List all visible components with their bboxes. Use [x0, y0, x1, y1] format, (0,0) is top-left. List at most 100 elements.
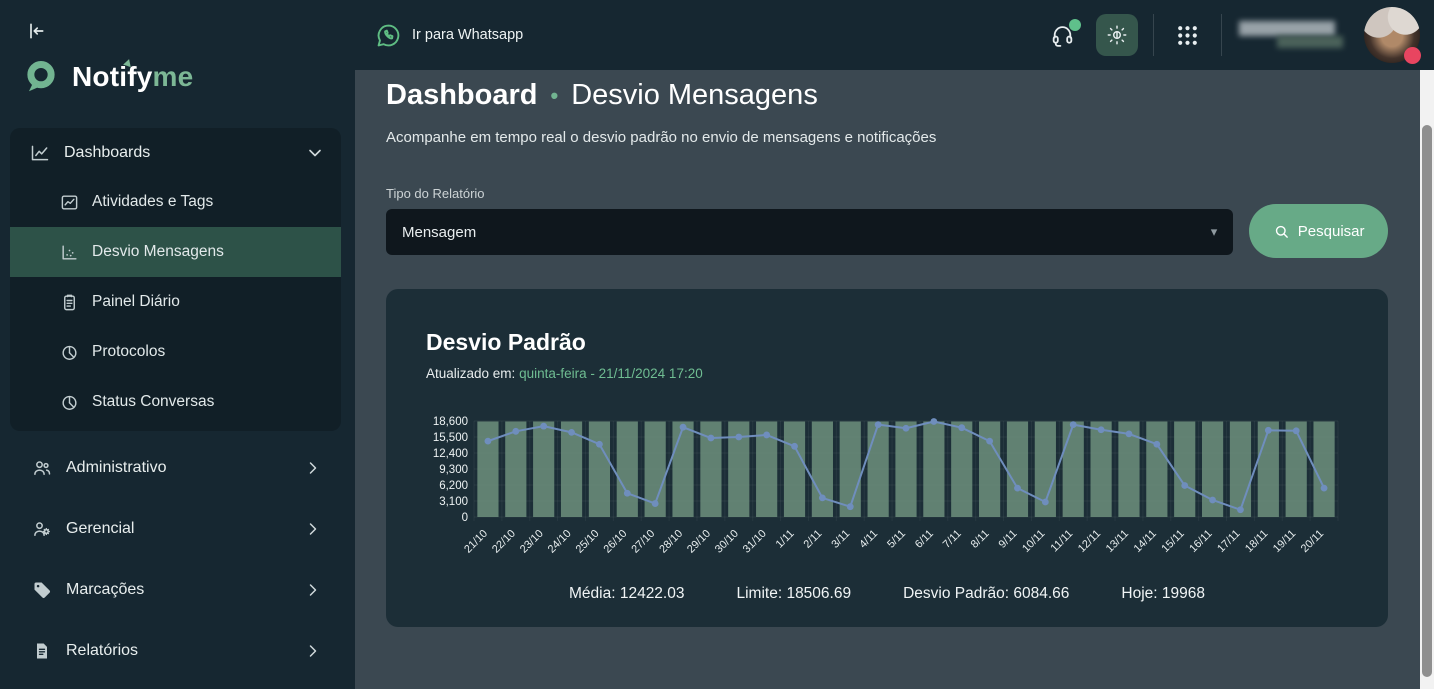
svg-text:0: 0: [462, 512, 468, 524]
stat-limite: Limite: 18506.69: [736, 585, 852, 602]
svg-text:20/11: 20/11: [1299, 528, 1326, 555]
apps-grid-icon: [1178, 25, 1197, 45]
svg-text:26/10: 26/10: [601, 528, 629, 556]
sidebar-item-relatorios[interactable]: Relatórios: [10, 627, 341, 675]
sidebar-item-gerencial[interactable]: Gerencial: [10, 505, 341, 553]
chart-stats: Média: 12422.03 Limite: 18506.69 Desvio Pa…: [426, 585, 1348, 603]
report-icon: [32, 641, 52, 661]
svg-text:13/11: 13/11: [1104, 528, 1131, 555]
svg-text:15/11: 15/11: [1159, 528, 1186, 555]
topbar-right: [1044, 7, 1421, 64]
chart-line-icon: [30, 143, 50, 163]
sidebar-item-status-conversas[interactable]: Status Conversas: [10, 377, 341, 427]
chevron-right-icon: [303, 580, 323, 600]
stat-hoje: Hoje: 19968: [1121, 585, 1205, 602]
users-gear-icon: [32, 519, 52, 539]
logo-pin-icon: [22, 58, 60, 96]
svg-text:18,600: 18,600: [433, 416, 468, 428]
theme-toggle-button[interactable]: [1096, 14, 1138, 56]
sidebar: Notifyme Dashboards Atividades e Tags Des…: [0, 0, 355, 689]
svg-text:12,400: 12,400: [433, 448, 468, 460]
notification-badge: [1404, 47, 1421, 64]
svg-text:3/11: 3/11: [829, 528, 852, 551]
sidebar-item-label: Status Conversas: [92, 393, 215, 410]
svg-text:28/10: 28/10: [657, 528, 685, 556]
sidebar-item-label: Painel Diário: [92, 293, 180, 310]
sidebar-item-label: Marcações: [66, 581, 145, 598]
clipboard-icon: [60, 293, 79, 312]
sidebar-item-atividades-e-tags[interactable]: Atividades e Tags: [10, 177, 341, 227]
svg-text:6/11: 6/11: [913, 528, 936, 551]
select-caret-icon: ▾: [1210, 224, 1218, 239]
svg-text:17/11: 17/11: [1215, 528, 1242, 555]
tag-icon: [32, 580, 52, 600]
svg-text:18/11: 18/11: [1243, 528, 1270, 555]
svg-text:5/11: 5/11: [885, 528, 908, 551]
svg-text:15,500: 15,500: [433, 432, 468, 444]
scatter-chart-icon: [60, 243, 79, 262]
sidebar-collapse-button[interactable]: [24, 20, 48, 44]
scrollbar-thumb[interactable]: [1422, 125, 1432, 677]
pie-chart-icon: [60, 393, 79, 412]
stat-media: Média: 12422.03: [569, 585, 685, 602]
dashboards-group: Dashboards Atividades e Tags Desvio Mensa…: [10, 128, 341, 431]
search-button-label: Pesquisar: [1297, 222, 1365, 240]
chevron-down-icon: [305, 143, 325, 163]
svg-text:9,300: 9,300: [439, 464, 468, 476]
svg-text:22/10: 22/10: [490, 528, 518, 556]
logo-text-accent: me: [152, 61, 194, 92]
svg-text:1/11: 1/11: [774, 528, 797, 551]
search-icon: [1275, 225, 1288, 238]
topbar-divider: [1221, 14, 1222, 56]
whatsapp-icon: [375, 22, 402, 49]
sidebar-item-label: Dashboards: [64, 144, 151, 161]
sidebar-nav: Dashboards Atividades e Tags Desvio Mensa…: [10, 128, 341, 675]
chevron-right-icon: [303, 519, 323, 539]
svg-text:12/11: 12/11: [1076, 528, 1103, 555]
user-avatar[interactable]: [1364, 7, 1421, 64]
chevron-right-icon: [303, 458, 323, 478]
updated-value: quinta-feira - 21/11/2024 17:20: [519, 366, 703, 381]
sidebar-item-label: Protocolos: [92, 343, 166, 360]
logo: Notifyme: [22, 57, 194, 96]
svg-text:7/11: 7/11: [941, 528, 964, 551]
svg-text:30/10: 30/10: [713, 528, 741, 556]
svg-text:10/11: 10/11: [1020, 528, 1047, 555]
headset-icon: [1052, 25, 1073, 47]
report-type-label: Tipo do Relatório: [386, 186, 485, 201]
svg-text:25/10: 25/10: [574, 528, 602, 556]
pie-chart-icon: [60, 343, 79, 362]
whatsapp-link[interactable]: Ir para Whatsapp: [375, 22, 523, 49]
svg-text:19/11: 19/11: [1271, 528, 1298, 555]
svg-text:21/10: 21/10: [462, 528, 490, 556]
svg-text:8/11: 8/11: [969, 528, 992, 551]
support-headset-button[interactable]: [1044, 17, 1081, 54]
svg-text:14/11: 14/11: [1132, 528, 1159, 555]
sidebar-item-painel-diario[interactable]: Painel Diário: [10, 277, 341, 327]
apps-grid-button[interactable]: [1169, 17, 1206, 54]
sidebar-item-protocolos[interactable]: Protocolos: [10, 327, 341, 377]
report-type-select[interactable]: Mensagem ▾: [386, 209, 1234, 255]
page-title: Dashboard • Desvio Mensagens: [386, 79, 1388, 112]
search-button[interactable]: Pesquisar: [1249, 204, 1388, 258]
report-type-field: Tipo do Relatório Mensagem ▾: [386, 186, 1234, 255]
svg-text:3,100: 3,100: [439, 496, 468, 508]
chart-card: Desvio Padrão Atualizado em: quinta-feir…: [386, 289, 1388, 627]
sidebar-item-administrativo[interactable]: Administrativo: [10, 444, 341, 492]
svg-text:24/10: 24/10: [546, 528, 574, 556]
filter-row: Tipo do Relatório Mensagem ▾ Pesquisar: [386, 186, 1388, 258]
whatsapp-link-label: Ir para Whatsapp: [412, 27, 524, 43]
sidebar-item-marcacoes[interactable]: Marcações: [10, 566, 341, 614]
users-icon: [32, 458, 52, 478]
collapse-sidebar-icon: [30, 23, 44, 39]
page-title-secondary: Desvio Mensagens: [571, 79, 818, 111]
sidebar-item-desvio-mensagens[interactable]: Desvio Mensagens: [10, 227, 341, 277]
sidebar-item-label: Gerencial: [66, 520, 135, 537]
scrollbar-track[interactable]: [1420, 70, 1434, 689]
svg-text:23/10: 23/10: [518, 528, 546, 556]
svg-text:16/11: 16/11: [1187, 528, 1214, 555]
user-name-blurred[interactable]: [1237, 20, 1349, 50]
sidebar-item-dashboards[interactable]: Dashboards: [10, 129, 341, 177]
